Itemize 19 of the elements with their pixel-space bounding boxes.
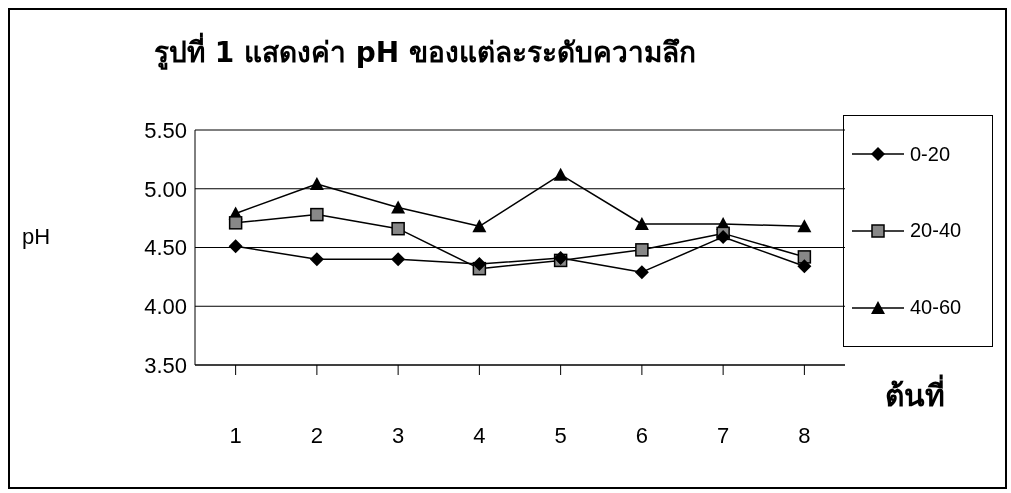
x-axis-title: ต้นที่ [885,373,945,415]
x-tick-label: 8 [798,422,811,448]
legend-label: 0-20 [910,142,951,166]
y-axis-title: pH [22,224,51,250]
y-tick-label: 4.00 [144,294,187,320]
x-tick-label: 3 [392,422,405,448]
y-tick-label: 5.50 [144,117,187,143]
x-tick-label: 5 [554,422,567,448]
y-tick-label: 4.50 [144,235,187,261]
legend-label: 20-40 [910,219,962,243]
y-tick-label: 3.50 [144,352,187,378]
y-tick-label: 5.00 [144,176,187,202]
chart-title: รูปที่ 1 แสดงค่า pH ของแต่ละระดับความลึก [153,31,697,72]
x-tick-label: 4 [473,422,486,448]
x-tick-label: 7 [717,422,730,448]
x-tick-label: 1 [229,422,242,448]
legend-label: 40-60 [910,296,962,320]
x-tick-label: 6 [635,422,648,448]
x-tick-label: 2 [310,422,323,448]
